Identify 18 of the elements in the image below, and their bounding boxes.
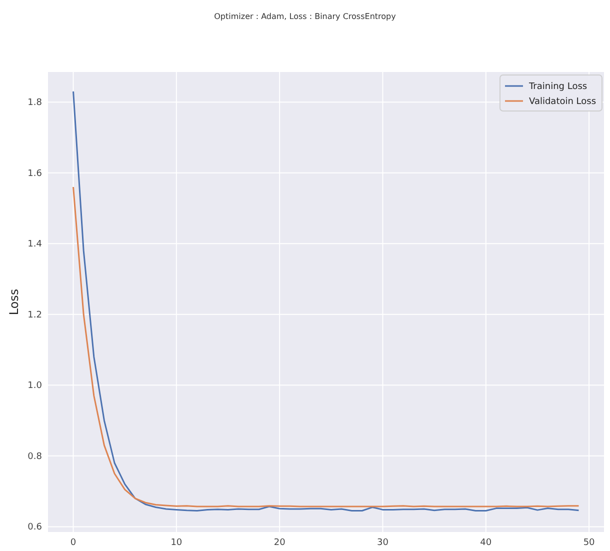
x-tick-label: 40: [480, 538, 492, 548]
y-tick-label: 0.8: [28, 452, 42, 462]
y-tick-label: 1.2: [28, 310, 42, 320]
line-series: [72, 186, 580, 508]
x-tick-label: 0: [70, 538, 76, 548]
x-tick-label: 50: [583, 538, 596, 548]
x-tick-label: 10: [170, 538, 182, 548]
y-tick-label: 0.6: [28, 522, 42, 533]
legend-label: Training Loss: [528, 82, 588, 92]
y-axis-title: Loss: [7, 288, 21, 316]
y-tick-label: 1.4: [28, 240, 42, 250]
y-tick-label: 1.0: [28, 381, 42, 392]
x-tick-label: 20: [274, 538, 286, 548]
y-tick-label: 1.6: [28, 168, 42, 179]
y-tick-label: 1.8: [28, 98, 42, 108]
x-tick-label: 30: [377, 538, 389, 548]
legend-label: Validatoin Loss: [529, 97, 596, 107]
chart-title: Optimizer : Adam, Loss : Binary CrossEntropy: [214, 12, 396, 21]
